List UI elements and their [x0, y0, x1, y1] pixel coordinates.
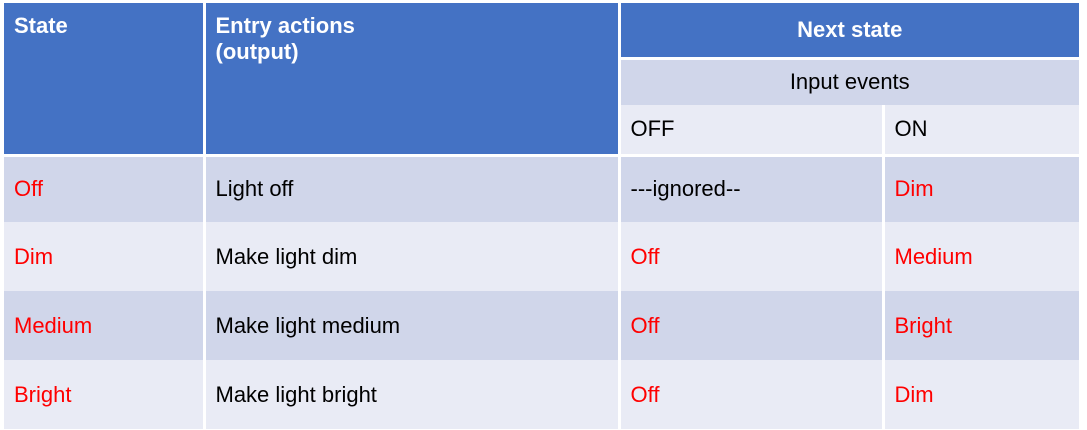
- header-input-events: Input events: [617, 56, 1079, 105]
- header-entry-actions: Entry actions (output): [202, 3, 619, 155]
- cell-state: Bright: [4, 360, 204, 429]
- cell-entry: Make light bright: [202, 360, 619, 429]
- header-next-state: Next state: [617, 3, 1079, 58]
- cell-on: Dim: [881, 360, 1079, 429]
- cell-off: ---ignored--: [617, 155, 883, 222]
- cell-entry: Light off: [202, 155, 619, 222]
- cell-entry: Make light dim: [202, 222, 619, 291]
- cell-state: Off: [4, 155, 204, 222]
- header-col-off: OFF: [617, 105, 883, 155]
- header-state: State: [4, 3, 204, 155]
- table-row: Bright Make light bright Off Dim: [4, 360, 1079, 429]
- cell-off: Off: [617, 222, 883, 291]
- header-entry-line1: Entry actions: [215, 13, 355, 38]
- header-next-state-label: Next state: [797, 16, 903, 42]
- table-row: Medium Make light medium Off Bright: [4, 291, 1079, 360]
- cell-off: Off: [617, 360, 883, 429]
- cell-state: Medium: [4, 291, 204, 360]
- cell-state: Dim: [4, 222, 204, 291]
- table-row: Off Light off ---ignored-- Dim: [4, 155, 1079, 222]
- header-entry-line2: (output): [215, 39, 299, 64]
- cell-entry: Make light medium: [202, 291, 619, 360]
- header-state-label: State: [14, 13, 68, 38]
- cell-on: Medium: [881, 222, 1079, 291]
- cell-on: Bright: [881, 291, 1079, 360]
- cell-on: Dim: [881, 155, 1079, 222]
- table-row: Dim Make light dim Off Medium: [4, 222, 1079, 291]
- header-col-on: ON: [881, 105, 1079, 155]
- state-transition-table: State Entry actions (output) Next state …: [4, 3, 1079, 429]
- cell-off: Off: [617, 291, 883, 360]
